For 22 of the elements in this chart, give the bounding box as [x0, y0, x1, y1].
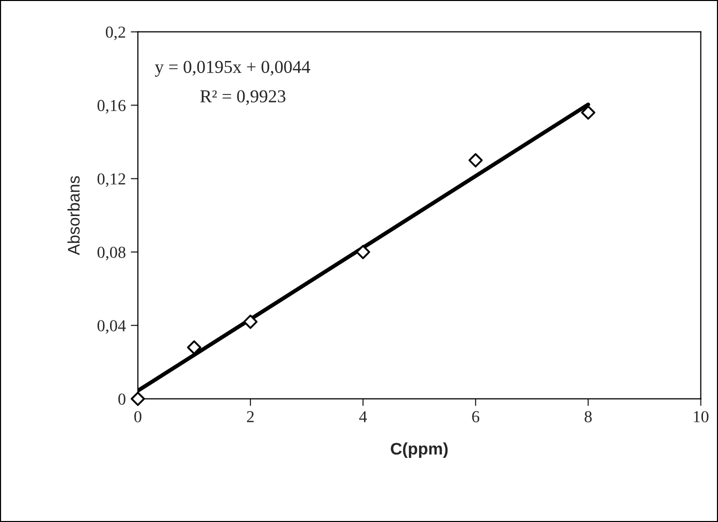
x-tick-label: 6: [472, 411, 480, 422]
y-tick-label: 0,16: [98, 100, 126, 114]
annotation: y = 0,0195x + 0,0044: [154, 60, 310, 77]
y-tick-label: 0,04: [98, 320, 126, 334]
point: [581, 105, 596, 120]
point: [468, 153, 483, 168]
y-tick-label: 0,12: [98, 173, 126, 187]
point: [130, 392, 145, 406]
x-tick-label: 10: [694, 411, 708, 422]
y-tick-label: 0: [118, 394, 126, 405]
x-tick-label: 0: [134, 411, 142, 422]
x-tick-label: 8: [584, 411, 592, 422]
y-tick-label: 0,2: [106, 26, 126, 40]
x-axis-title: C(ppm): [390, 442, 448, 458]
y-tick-label: 0,08: [98, 246, 126, 260]
point: [187, 340, 202, 355]
x-tick-label: 4: [359, 411, 367, 422]
y-axis-title: Absorbans: [67, 176, 80, 256]
x-tick-label: 2: [247, 411, 254, 422]
annotation: R² = 0,9923: [200, 90, 286, 106]
point: [356, 244, 370, 260]
point: [243, 314, 258, 329]
